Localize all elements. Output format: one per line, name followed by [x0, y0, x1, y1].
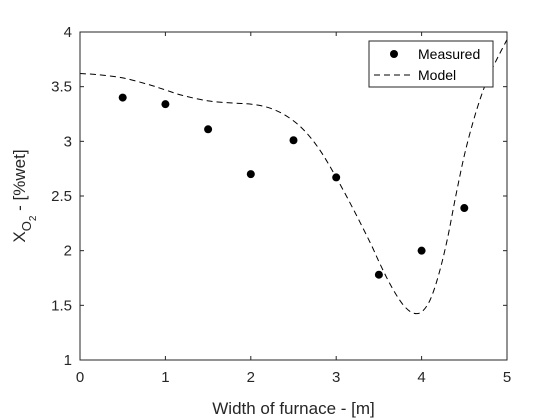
y-tick-label: 4 [64, 24, 72, 41]
measured-point [332, 173, 341, 182]
legend-box [368, 40, 494, 88]
y-tick-label: 2 [64, 243, 72, 260]
y-tick-label: 1 [64, 352, 72, 369]
x-axis-label: Width of furnace - [m] [212, 399, 375, 418]
x-tick-label: 4 [417, 369, 425, 386]
legend: Measured Model [368, 40, 494, 88]
measured-point [246, 170, 255, 179]
measured-point [204, 125, 213, 134]
x-tick-label: 5 [503, 369, 511, 386]
y-axis-label-subsub: 2 [28, 215, 39, 221]
y-tick-label: 3 [64, 133, 72, 150]
y-axis-label: XO2 - [%wet] [10, 149, 39, 242]
ticks: 0 1 2 3 4 511.522.533.54 [51, 24, 511, 386]
y-axis-label-sub: O [19, 221, 34, 231]
measured-point [374, 270, 383, 279]
x-tick-label: 2 [247, 369, 255, 386]
y-tick-label: 1.5 [51, 297, 72, 314]
y-tick-label: 3.5 [51, 79, 72, 96]
svg-text:XO2 - [%wet]: XO2 - [%wet] [10, 149, 39, 242]
y-axis-label-rest: - [%wet] [10, 149, 29, 215]
legend-measured-marker [390, 50, 398, 58]
measured-point [118, 93, 127, 102]
x-tick-label: 1 [161, 369, 169, 386]
y-tick-label: 2.5 [51, 188, 72, 205]
measured-point [460, 204, 469, 213]
measured-series [118, 93, 469, 279]
legend-model-label: Model [418, 67, 456, 83]
y-axis-label-main: X [10, 231, 29, 242]
x-tick-label: 3 [332, 369, 340, 386]
x-tick-label: 0 [76, 369, 84, 386]
legend-measured-label: Measured [418, 46, 480, 62]
measured-point [289, 136, 298, 145]
measured-point [417, 246, 426, 255]
measured-point [161, 100, 170, 109]
